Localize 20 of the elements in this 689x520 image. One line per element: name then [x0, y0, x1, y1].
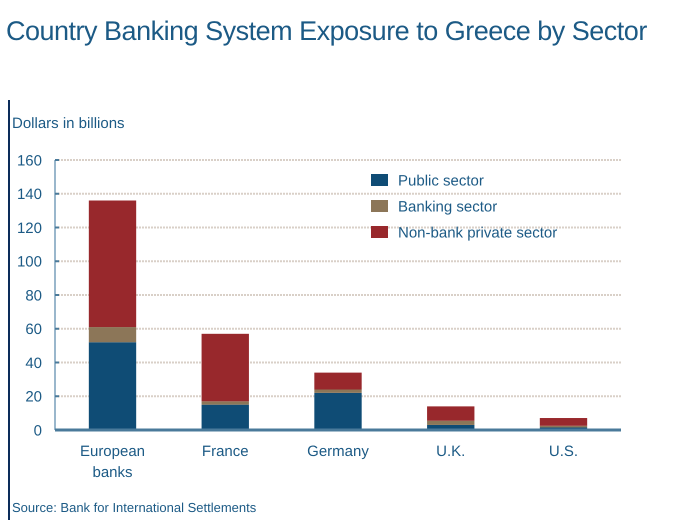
y-tick-label: 140	[16, 186, 42, 203]
y-tick-label: 20	[25, 388, 42, 406]
chart-title: Country Banking System Exposure to Greece by Sector	[6, 15, 648, 48]
x-tick-label: U.S.	[548, 443, 578, 460]
legend-label: Banking sector	[398, 198, 498, 216]
y-tick-label: 100	[16, 254, 42, 270]
y-tick-label: 0	[34, 422, 42, 440]
y-tick-label: 80	[25, 287, 42, 304]
x-tick-label: U.K.	[436, 443, 466, 460]
x-tick-label: European banks	[80, 443, 146, 481]
y-tick-label: 60	[25, 321, 42, 338]
x-tick-label: Germany	[307, 443, 370, 460]
x-tick-label: France	[202, 443, 249, 460]
legend-label: Non-bank private sector	[398, 224, 558, 242]
legend-label: Public sector	[398, 172, 484, 190]
y-tick-label: 160	[16, 152, 42, 170]
y-axis-title: Dollars in billions	[12, 115, 125, 132]
source-note: Source: Bank for International Settlements	[12, 500, 257, 515]
y-tick-label: 120	[16, 220, 42, 237]
y-tick-label: 40	[25, 354, 42, 372]
